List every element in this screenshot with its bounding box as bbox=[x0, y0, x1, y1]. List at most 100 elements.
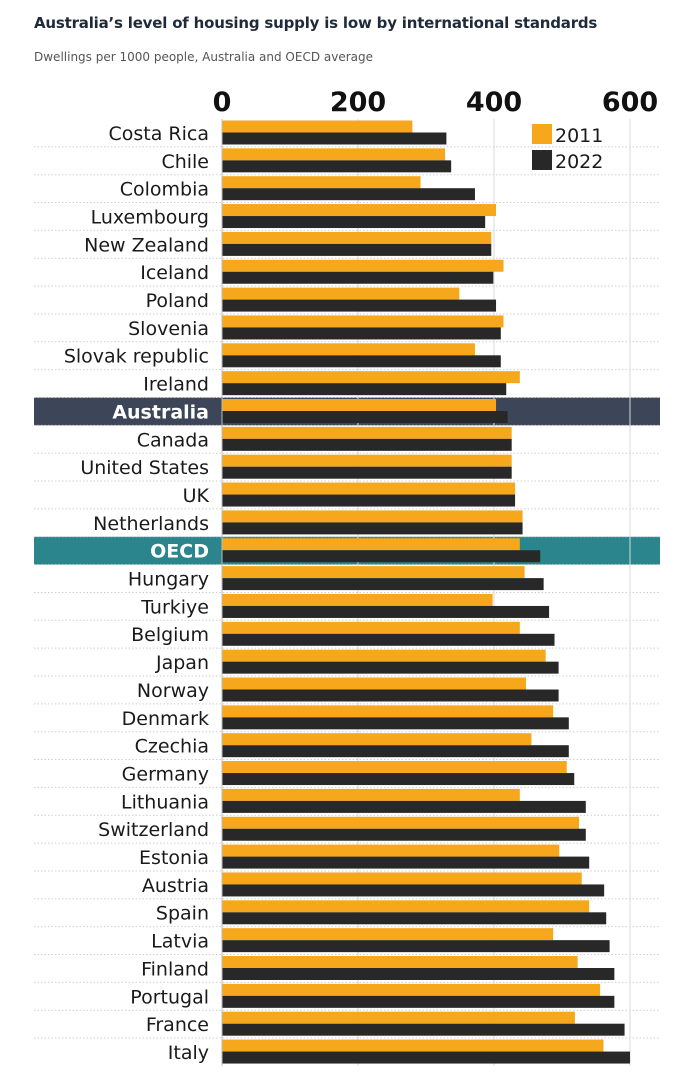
category-label: Norway bbox=[137, 680, 209, 702]
legend-label: 2011 bbox=[555, 125, 603, 147]
category-label: Turkiye bbox=[140, 596, 209, 618]
bar-2022 bbox=[222, 1023, 625, 1036]
category-label: Canada bbox=[137, 429, 209, 451]
category-label: Poland bbox=[146, 290, 209, 312]
bar-2011 bbox=[222, 956, 578, 968]
bar-2022 bbox=[222, 327, 501, 340]
bar-2011 bbox=[222, 900, 590, 913]
bar-2022 bbox=[222, 550, 541, 563]
bar-2022 bbox=[222, 522, 523, 535]
bar-2022 bbox=[222, 689, 559, 702]
category-label: Costa Rica bbox=[109, 123, 210, 145]
bar-2011 bbox=[222, 761, 567, 774]
category-label: Slovak republic bbox=[64, 346, 209, 368]
bar-2022 bbox=[222, 633, 555, 646]
category-label: Austria bbox=[142, 875, 209, 897]
bar-2011 bbox=[222, 399, 497, 411]
bar-2022 bbox=[222, 411, 508, 423]
bar-2011 bbox=[222, 371, 520, 384]
category-label: Australia bbox=[112, 401, 209, 423]
bar-2011 bbox=[222, 120, 413, 133]
category-label: Iceland bbox=[140, 262, 209, 284]
bar-2022 bbox=[222, 856, 590, 869]
bar-2022 bbox=[222, 745, 569, 758]
chart-subtitle: Dwellings per 1000 people, Australia and… bbox=[34, 50, 374, 64]
bar-2011 bbox=[222, 482, 516, 495]
x-tick-label: 400 bbox=[466, 87, 522, 118]
category-label: Hungary bbox=[128, 569, 209, 591]
bar-2022 bbox=[222, 884, 605, 897]
bar-2022 bbox=[222, 1051, 630, 1064]
bar-2022 bbox=[222, 773, 575, 786]
bar-2011 bbox=[222, 148, 446, 161]
bar-2011 bbox=[222, 928, 554, 941]
category-label: Switzerland bbox=[98, 819, 209, 841]
category-label: France bbox=[146, 1014, 209, 1036]
bar-2022 bbox=[222, 271, 494, 284]
bar-2022 bbox=[222, 243, 492, 256]
bar-2011 bbox=[222, 315, 504, 328]
bar-2022 bbox=[222, 717, 569, 730]
category-label: Lithuania bbox=[121, 791, 209, 813]
category-label: Italy bbox=[168, 1042, 209, 1064]
category-label: United States bbox=[80, 457, 209, 479]
bar-2011 bbox=[222, 621, 520, 634]
category-label: Estonia bbox=[139, 847, 209, 869]
bar-2022 bbox=[222, 800, 586, 813]
bar-2022 bbox=[222, 940, 610, 953]
bar-2022 bbox=[222, 160, 452, 173]
bar-2011 bbox=[222, 566, 525, 579]
category-label: Latvia bbox=[151, 931, 209, 953]
category-label: Portugal bbox=[130, 986, 209, 1008]
bar-2022 bbox=[222, 912, 607, 925]
bar-2011 bbox=[222, 204, 497, 217]
category-label: Belgium bbox=[131, 624, 209, 646]
category-label: Denmark bbox=[122, 708, 209, 730]
category-label: Netherlands bbox=[93, 513, 209, 535]
x-tick-label: 600 bbox=[602, 87, 658, 118]
bar-2011 bbox=[222, 677, 526, 690]
bar-2022 bbox=[222, 605, 550, 618]
bar-2011 bbox=[222, 538, 520, 551]
category-label: Ireland bbox=[143, 374, 209, 396]
bar-2011 bbox=[222, 426, 512, 439]
chart-title: Australia’s level of housing supply is l… bbox=[34, 14, 598, 32]
category-label: Luxembourg bbox=[91, 206, 209, 228]
bar-2011 bbox=[222, 259, 504, 272]
bar-2011 bbox=[222, 176, 421, 189]
legend-swatch bbox=[532, 150, 552, 170]
category-label: Chile bbox=[161, 151, 209, 173]
bar-2011 bbox=[222, 287, 460, 300]
category-label: UK bbox=[183, 485, 210, 507]
category-label: OECD bbox=[150, 541, 209, 563]
category-label: Finland bbox=[141, 958, 209, 980]
bar-2022 bbox=[222, 132, 447, 145]
bar-2022 bbox=[222, 995, 615, 1008]
bar-2022 bbox=[222, 383, 507, 396]
category-label: Slovenia bbox=[128, 318, 209, 340]
bar-2011 bbox=[222, 788, 520, 801]
bar-2022 bbox=[222, 188, 475, 201]
category-label: Spain bbox=[156, 903, 209, 925]
bar-2011 bbox=[222, 510, 523, 523]
bar-2011 bbox=[222, 454, 512, 467]
bar-2022 bbox=[222, 438, 512, 451]
bar-2022 bbox=[222, 494, 516, 507]
category-label: New Zealand bbox=[84, 234, 209, 256]
x-tick-label: 200 bbox=[330, 87, 386, 118]
bar-2011 bbox=[222, 844, 560, 857]
legend-swatch bbox=[532, 124, 552, 144]
bar-2022 bbox=[222, 299, 497, 312]
bar-2011 bbox=[222, 593, 493, 606]
bar-2022 bbox=[222, 466, 512, 479]
bar-2011 bbox=[222, 649, 546, 662]
bar-2022 bbox=[222, 578, 544, 591]
bar-2022 bbox=[222, 216, 486, 229]
category-label: Colombia bbox=[120, 179, 209, 201]
legend-label: 2022 bbox=[555, 151, 603, 173]
category-label: Czechia bbox=[135, 736, 209, 758]
x-tick-label: 0 bbox=[213, 87, 232, 118]
bar-2022 bbox=[222, 355, 501, 368]
bar-2011 bbox=[222, 983, 601, 996]
